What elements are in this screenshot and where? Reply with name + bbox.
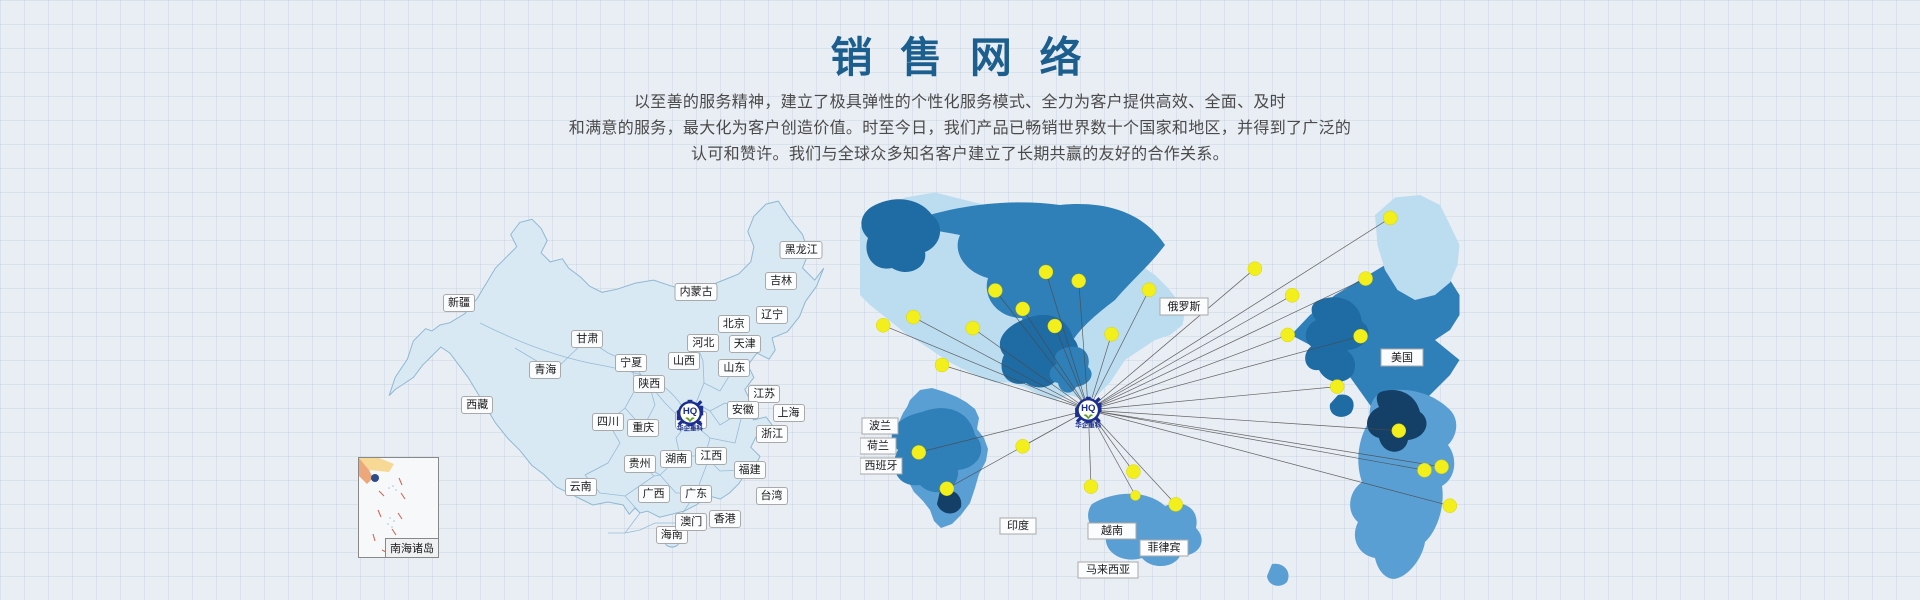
svg-text:波兰: 波兰 (869, 419, 891, 432)
svg-text:俄罗斯: 俄罗斯 (1168, 300, 1201, 313)
svg-text:菲律宾: 菲律宾 (1148, 540, 1181, 554)
svg-text:华企重科: 华企重科 (1075, 420, 1102, 429)
svg-text:美国: 美国 (1391, 351, 1413, 364)
svg-text:西班牙: 西班牙 (865, 459, 898, 472)
svg-text:马来西亚: 马来西亚 (1086, 563, 1130, 576)
svg-text:印度: 印度 (1007, 518, 1029, 532)
svg-text:荷兰: 荷兰 (867, 439, 889, 452)
svg-text:越南: 越南 (1101, 523, 1123, 537)
